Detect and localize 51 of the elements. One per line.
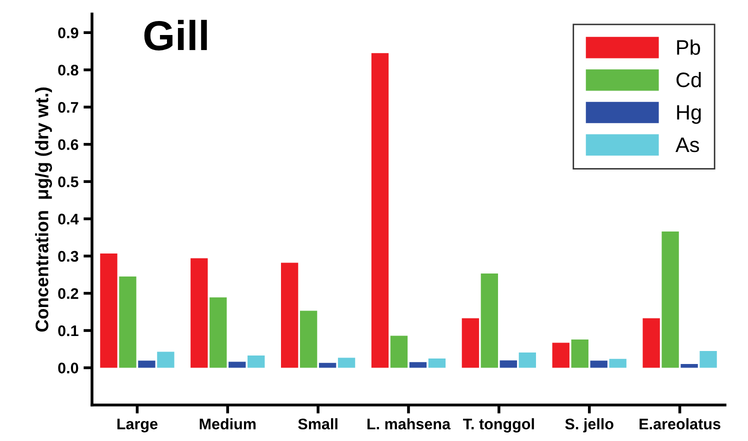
bar <box>390 336 408 368</box>
bar <box>609 358 626 368</box>
bar <box>700 351 717 368</box>
bar <box>100 253 118 368</box>
bar <box>428 358 446 368</box>
y-tick-label: 0.5 <box>58 176 78 188</box>
bar <box>248 355 265 368</box>
x-tick-label: Small <box>298 418 338 430</box>
y-tick-label: 0.3 <box>58 250 78 262</box>
y-tick-label: 0.1 <box>58 325 78 336</box>
chart-title: Gill <box>144 20 207 50</box>
bar <box>590 360 608 368</box>
x-tick-label: L. mahsena <box>367 418 451 430</box>
legend-label: Hg <box>677 105 701 124</box>
bar <box>210 297 227 368</box>
bar <box>571 339 588 368</box>
bar <box>371 53 389 368</box>
bar <box>280 262 298 368</box>
bar <box>190 258 208 368</box>
y-tick-label: 0.8 <box>58 64 78 76</box>
y-axis-title: Concentration μg/g (dry wt.) <box>35 88 52 332</box>
bar <box>338 358 356 368</box>
bar <box>228 362 246 368</box>
x-tick-label: T. tonggol <box>463 418 534 433</box>
bar <box>642 318 660 368</box>
y-tick-label: 0.7 <box>58 102 78 113</box>
bar <box>318 362 336 368</box>
y-tick-label: 0.0 <box>58 362 78 374</box>
y-tick-label: 0.2 <box>58 288 78 299</box>
bar <box>552 342 570 368</box>
x-tick-label: Medium <box>200 418 256 430</box>
legend-label: As <box>675 138 700 152</box>
bar <box>680 364 698 368</box>
bar <box>157 352 174 368</box>
bar <box>138 360 156 368</box>
x-tick-label: E.areolatus <box>640 418 720 430</box>
legend-label: Pb <box>677 40 700 55</box>
bar <box>300 310 318 368</box>
bar <box>480 274 498 368</box>
bar <box>119 276 136 368</box>
bar <box>462 318 480 368</box>
x-tick-label: Large <box>117 418 158 432</box>
bar <box>409 362 427 368</box>
bar <box>518 352 536 368</box>
bar <box>662 231 679 368</box>
bar <box>500 360 518 368</box>
legend-label: Cd <box>676 72 701 88</box>
y-tick-label: 0.9 <box>58 27 78 38</box>
y-tick-label: 0.4 <box>58 214 79 224</box>
x-tick-label: S. jello <box>565 418 614 432</box>
y-tick-label: 0.6 <box>58 139 78 150</box>
